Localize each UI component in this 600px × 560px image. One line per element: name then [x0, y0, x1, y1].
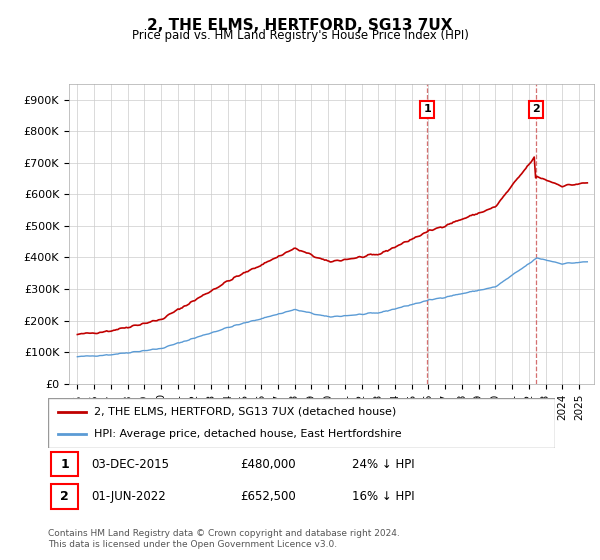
Text: 1: 1: [61, 458, 69, 470]
Text: 2, THE ELMS, HERTFORD, SG13 7UX (detached house): 2, THE ELMS, HERTFORD, SG13 7UX (detache…: [94, 407, 396, 417]
Text: 03-DEC-2015: 03-DEC-2015: [91, 458, 169, 470]
Text: 16% ↓ HPI: 16% ↓ HPI: [352, 490, 415, 503]
Text: 01-JUN-2022: 01-JUN-2022: [91, 490, 166, 503]
Text: 1: 1: [423, 104, 431, 114]
Text: HPI: Average price, detached house, East Hertfordshire: HPI: Average price, detached house, East…: [94, 429, 401, 439]
Text: £652,500: £652,500: [241, 490, 296, 503]
FancyBboxPatch shape: [48, 398, 555, 448]
Text: 24% ↓ HPI: 24% ↓ HPI: [352, 458, 415, 470]
Text: £480,000: £480,000: [241, 458, 296, 470]
Text: 2, THE ELMS, HERTFORD, SG13 7UX: 2, THE ELMS, HERTFORD, SG13 7UX: [147, 18, 453, 33]
Text: Contains HM Land Registry data © Crown copyright and database right 2024.
This d: Contains HM Land Registry data © Crown c…: [48, 529, 400, 549]
Text: Price paid vs. HM Land Registry's House Price Index (HPI): Price paid vs. HM Land Registry's House …: [131, 29, 469, 42]
Text: 2: 2: [532, 104, 539, 114]
Text: 2: 2: [61, 490, 69, 503]
FancyBboxPatch shape: [50, 484, 79, 508]
FancyBboxPatch shape: [50, 452, 79, 477]
